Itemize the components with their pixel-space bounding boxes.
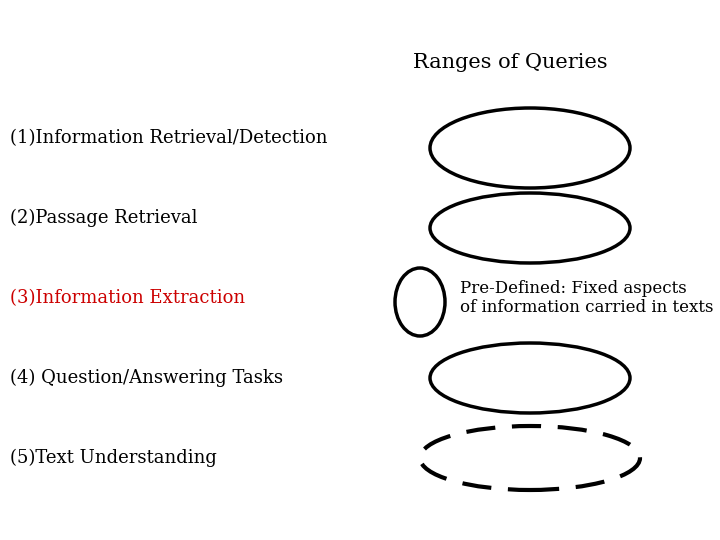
Text: Ranges of Queries: Ranges of Queries xyxy=(413,52,607,71)
Text: (3)Information Extraction: (3)Information Extraction xyxy=(10,289,245,307)
Text: (5)Text Understanding: (5)Text Understanding xyxy=(10,449,217,467)
Text: Pre-Defined: Fixed aspects
of information carried in texts: Pre-Defined: Fixed aspects of informatio… xyxy=(460,280,714,316)
Text: (2)Passage Retrieval: (2)Passage Retrieval xyxy=(10,209,197,227)
Text: (1)Information Retrieval/Detection: (1)Information Retrieval/Detection xyxy=(10,129,328,147)
Text: (4) Question/Answering Tasks: (4) Question/Answering Tasks xyxy=(10,369,283,387)
